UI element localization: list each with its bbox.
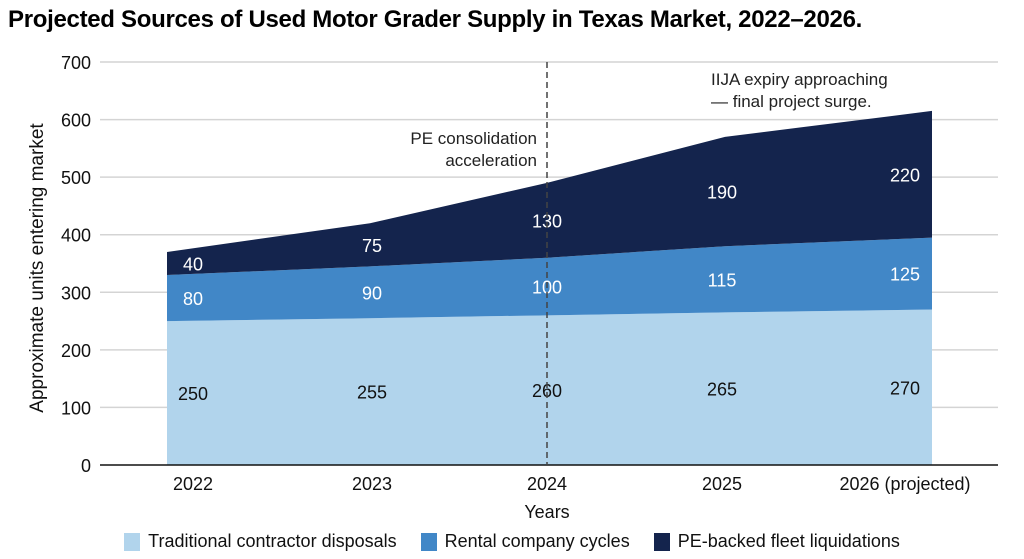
y-axis-label: Approximate units entering market [27,123,48,413]
data-label: 130 [532,211,562,231]
y-tick-label: 500 [61,168,91,188]
x-tick-label: 2024 [527,474,567,494]
y-tick-label: 700 [61,53,91,73]
area-series-1 [167,309,932,465]
y-tick-label: 400 [61,226,91,246]
area-series-2 [167,237,932,322]
data-label: 90 [362,283,382,303]
legend-item: Rental company cycles [420,531,630,552]
data-label: 115 [708,270,737,290]
legend-label: PE-backed fleet liquidations [677,531,900,551]
legend-item: Traditional contractor disposals [124,531,397,552]
y-tick-label: 600 [61,111,91,131]
x-tick-label: 2022 [173,474,213,494]
annotation-text: — final project surge. [711,92,872,111]
legend-swatch [124,532,141,551]
legend-label: Rental company cycles [444,531,630,551]
data-label: 260 [532,381,562,401]
legend-label: Traditional contractor disposals [148,531,397,551]
x-tick-label: 2023 [352,474,392,494]
annotation-text: IIJA expiry approaching [711,70,888,89]
data-label: 270 [890,378,920,398]
x-tick-label: 2026 (projected) [839,474,970,494]
data-label: 220 [890,165,920,185]
data-label: 265 [707,380,737,400]
y-tick-label: 0 [81,456,91,476]
x-tick-label: 2025 [702,474,742,494]
y-tick-label: 100 [61,398,91,418]
y-tick-label: 300 [61,283,91,303]
data-label: 190 [707,183,737,203]
legend-swatch [653,532,670,551]
data-label: 250 [178,384,208,404]
data-label: 40 [183,255,203,275]
area-series-3 [167,110,932,276]
legend: Traditional contractor disposals Rental c… [0,531,1024,552]
chart-title: Projected Sources of Used Motor Grader S… [8,6,862,33]
legend-item: PE-backed fleet liquidations [653,531,900,552]
legend-swatch [420,532,437,551]
data-label: 255 [357,383,387,403]
annotation-text: PE consolidation [410,129,537,148]
annotation-text: acceleration [445,151,537,170]
y-tick-label: 200 [61,341,91,361]
x-axis-label: Years [524,502,569,522]
data-label: 75 [362,236,382,256]
data-label: 125 [890,265,920,285]
data-label: 80 [183,289,203,309]
